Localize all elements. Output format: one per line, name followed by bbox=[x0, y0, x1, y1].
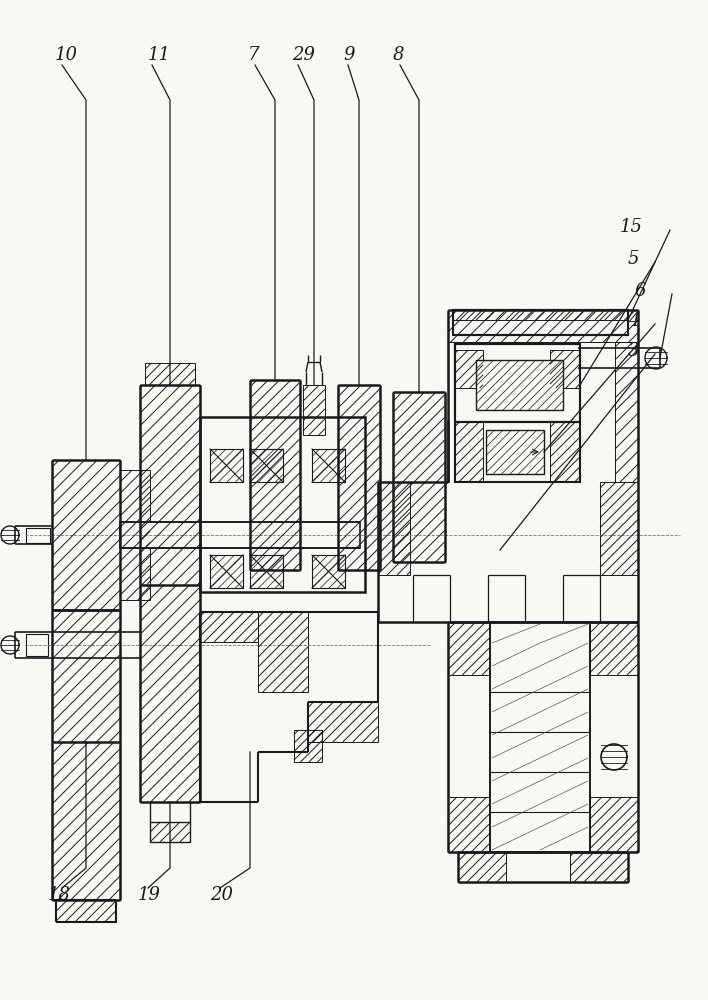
Bar bbox=[486, 430, 544, 474]
Text: 7: 7 bbox=[248, 46, 260, 64]
Bar bbox=[448, 797, 490, 852]
Bar bbox=[476, 360, 563, 410]
Bar bbox=[312, 449, 345, 482]
Bar bbox=[26, 528, 50, 543]
Bar bbox=[52, 610, 120, 742]
Bar bbox=[210, 555, 243, 588]
Bar bbox=[590, 622, 638, 675]
Bar bbox=[455, 344, 580, 422]
Bar bbox=[200, 612, 258, 642]
Bar bbox=[312, 555, 345, 588]
Text: 15: 15 bbox=[620, 218, 643, 236]
Bar bbox=[145, 363, 195, 385]
Bar bbox=[210, 555, 243, 588]
Bar bbox=[140, 385, 200, 585]
Bar bbox=[56, 900, 116, 922]
Bar bbox=[393, 392, 445, 562]
Bar bbox=[26, 634, 48, 656]
Text: 5: 5 bbox=[628, 250, 639, 268]
Bar bbox=[312, 449, 345, 482]
Bar bbox=[150, 822, 190, 842]
Text: 29: 29 bbox=[292, 46, 315, 64]
Text: 4: 4 bbox=[628, 312, 639, 330]
Text: 8: 8 bbox=[393, 46, 404, 64]
Bar bbox=[250, 555, 283, 588]
Bar bbox=[570, 852, 628, 882]
Bar bbox=[600, 482, 638, 575]
Bar bbox=[250, 555, 283, 588]
Bar bbox=[250, 449, 283, 482]
Bar bbox=[210, 449, 243, 482]
Bar bbox=[455, 422, 483, 482]
Bar bbox=[453, 310, 628, 335]
Bar bbox=[476, 360, 563, 410]
Text: 18: 18 bbox=[48, 886, 71, 904]
Bar bbox=[338, 385, 380, 570]
Bar bbox=[550, 350, 580, 388]
Text: 3: 3 bbox=[628, 342, 639, 360]
Text: 6: 6 bbox=[634, 282, 646, 300]
Bar bbox=[140, 585, 200, 802]
Bar bbox=[453, 310, 628, 320]
Bar bbox=[308, 702, 378, 742]
Bar bbox=[448, 310, 638, 342]
Text: 19: 19 bbox=[138, 886, 161, 904]
Bar bbox=[294, 730, 322, 762]
Bar bbox=[486, 430, 544, 474]
Bar bbox=[120, 470, 150, 600]
Bar bbox=[448, 622, 490, 675]
Bar bbox=[303, 385, 325, 435]
Bar bbox=[210, 449, 243, 482]
Bar bbox=[590, 797, 638, 852]
Bar bbox=[312, 555, 345, 588]
Bar bbox=[52, 460, 120, 610]
Text: 11: 11 bbox=[148, 46, 171, 64]
Bar bbox=[458, 852, 506, 882]
Bar bbox=[615, 342, 638, 482]
Bar bbox=[250, 380, 300, 570]
Text: 9: 9 bbox=[343, 46, 355, 64]
Bar bbox=[455, 350, 483, 388]
Bar bbox=[258, 612, 308, 692]
Text: 20: 20 bbox=[210, 886, 233, 904]
Bar bbox=[490, 622, 590, 852]
Bar bbox=[455, 422, 580, 482]
Bar bbox=[52, 742, 120, 900]
Bar bbox=[378, 482, 410, 575]
Bar bbox=[200, 417, 365, 592]
Bar bbox=[120, 522, 360, 548]
Bar bbox=[550, 422, 580, 482]
Text: 10: 10 bbox=[55, 46, 78, 64]
Bar bbox=[250, 449, 283, 482]
